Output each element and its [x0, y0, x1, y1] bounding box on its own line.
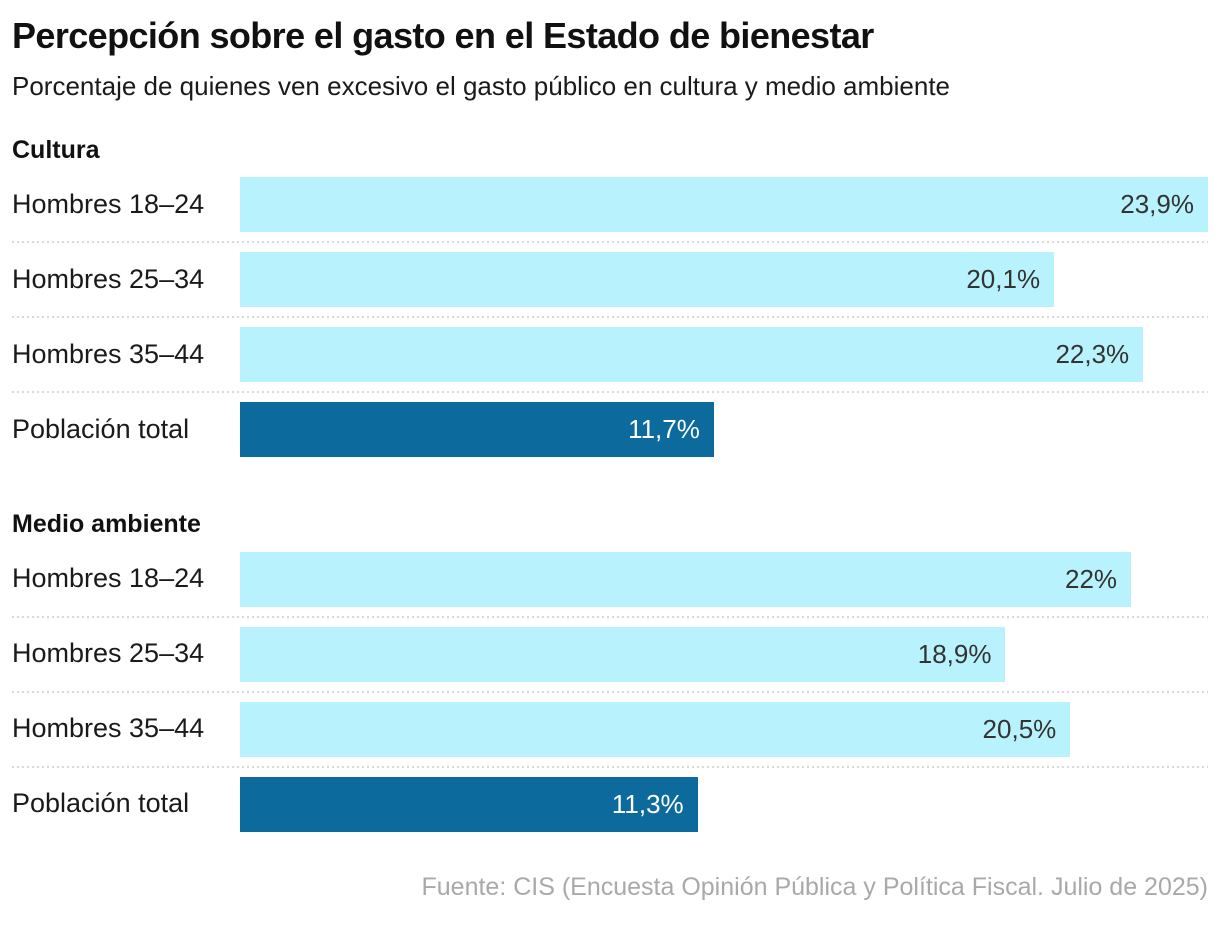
- bar-value-label: 20,1%: [966, 264, 1041, 294]
- bar-value-label: 23,9%: [1120, 189, 1194, 219]
- chart-canvas: Percepción sobre el gasto en el Estado d…: [0, 15, 1220, 942]
- row-label: Población total: [12, 788, 190, 819]
- group-rows: Hombres 18–24 22% Hombres 25–34 18,9% Hombre…: [12, 551, 1208, 832]
- row-label: Hombres 18–24: [12, 563, 205, 594]
- table-row-poblacion-total: Población total 11,7%: [12, 402, 1208, 457]
- bar-value-label: 18,9%: [917, 638, 992, 669]
- bar-cultura-hombres-35-44: 22,3%: [240, 327, 1144, 382]
- bar-track: 11,3%: [240, 776, 1208, 832]
- group-cultura: Cultura Hombres 18–24 23,9% Hombres 25–34 20…: [12, 135, 1208, 457]
- bar-track: 22%: [240, 551, 1208, 607]
- bar-value-label: 22,3%: [1055, 339, 1130, 369]
- group-heading-medio-ambiente: Medio ambiente: [12, 510, 201, 538]
- bar-medio-ambiente-hombres-35-44: 20,5%: [240, 701, 1071, 757]
- row-separator: [12, 690, 1208, 693]
- row-label: Población total: [12, 413, 190, 444]
- table-row-poblacion-total: Población total 11,3%: [12, 776, 1208, 832]
- bar-track: 20,1%: [240, 252, 1208, 307]
- bar-cultura-poblacion-total: 11,7%: [240, 402, 714, 457]
- row-separator: [12, 391, 1208, 393]
- source-note: Fuente: CIS (Encuesta Opinión Pública y …: [421, 872, 1208, 901]
- bar-track: 18,9%: [240, 626, 1208, 682]
- row-separator: [12, 615, 1208, 618]
- bar-value-label: 11,7%: [628, 414, 700, 444]
- group-rows: Hombres 18–24 23,9% Hombres 25–34 20,1% Homb…: [12, 177, 1208, 457]
- group-heading-cultura: Cultura: [12, 135, 100, 164]
- bar-cultura-hombres-25-34: 20,1%: [240, 252, 1055, 307]
- group-medio-ambiente: Medio ambiente Hombres 18–24 22% Hombres 25…: [12, 510, 1208, 832]
- table-row-hombres-18-24: Hombres 18–24 23,9%: [12, 177, 1208, 232]
- bar-medio-ambiente-hombres-18-24: 22%: [240, 551, 1132, 607]
- row-label: Hombres 35–44: [12, 338, 205, 369]
- bar-value-label: 11,3%: [611, 788, 684, 819]
- bar-medio-ambiente-poblacion-total: 11,3%: [240, 776, 698, 832]
- bar-value-label: 20,5%: [982, 713, 1057, 744]
- table-row-hombres-25-34: Hombres 25–34 20,1%: [12, 252, 1208, 307]
- row-separator: [12, 241, 1208, 243]
- bar-track: 23,9%: [240, 177, 1208, 232]
- chart-groups: Cultura Hombres 18–24 23,9% Hombres 25–34 20…: [12, 135, 1208, 832]
- bar-track: 22,3%: [240, 327, 1208, 382]
- bar-cultura-hombres-18-24: 23,9%: [240, 177, 1208, 232]
- row-label: Hombres 25–34: [12, 638, 205, 669]
- table-row-hombres-35-44: Hombres 35–44 22,3%: [12, 327, 1208, 382]
- row-label: Hombres 25–34: [12, 263, 205, 294]
- row-separator: [12, 316, 1208, 318]
- chart-subtitle: Porcentaje de quienes ven excesivo el ga…: [12, 71, 951, 102]
- bar-medio-ambiente-hombres-25-34: 18,9%: [240, 626, 1006, 682]
- bar-track: 20,5%: [240, 701, 1208, 757]
- row-label: Hombres 18–24: [12, 188, 205, 219]
- bar-value-label: 22%: [1064, 563, 1118, 594]
- table-row-hombres-18-24: Hombres 18–24 22%: [12, 551, 1208, 607]
- row-label: Hombres 35–44: [12, 713, 205, 744]
- table-row-hombres-35-44: Hombres 35–44 20,5%: [12, 701, 1208, 757]
- table-row-hombres-25-34: Hombres 25–34 18,9%: [12, 626, 1208, 682]
- chart-title: Percepción sobre el gasto en el Estado d…: [12, 15, 874, 56]
- row-separator: [12, 765, 1208, 768]
- bar-track: 11,7%: [240, 402, 1208, 457]
